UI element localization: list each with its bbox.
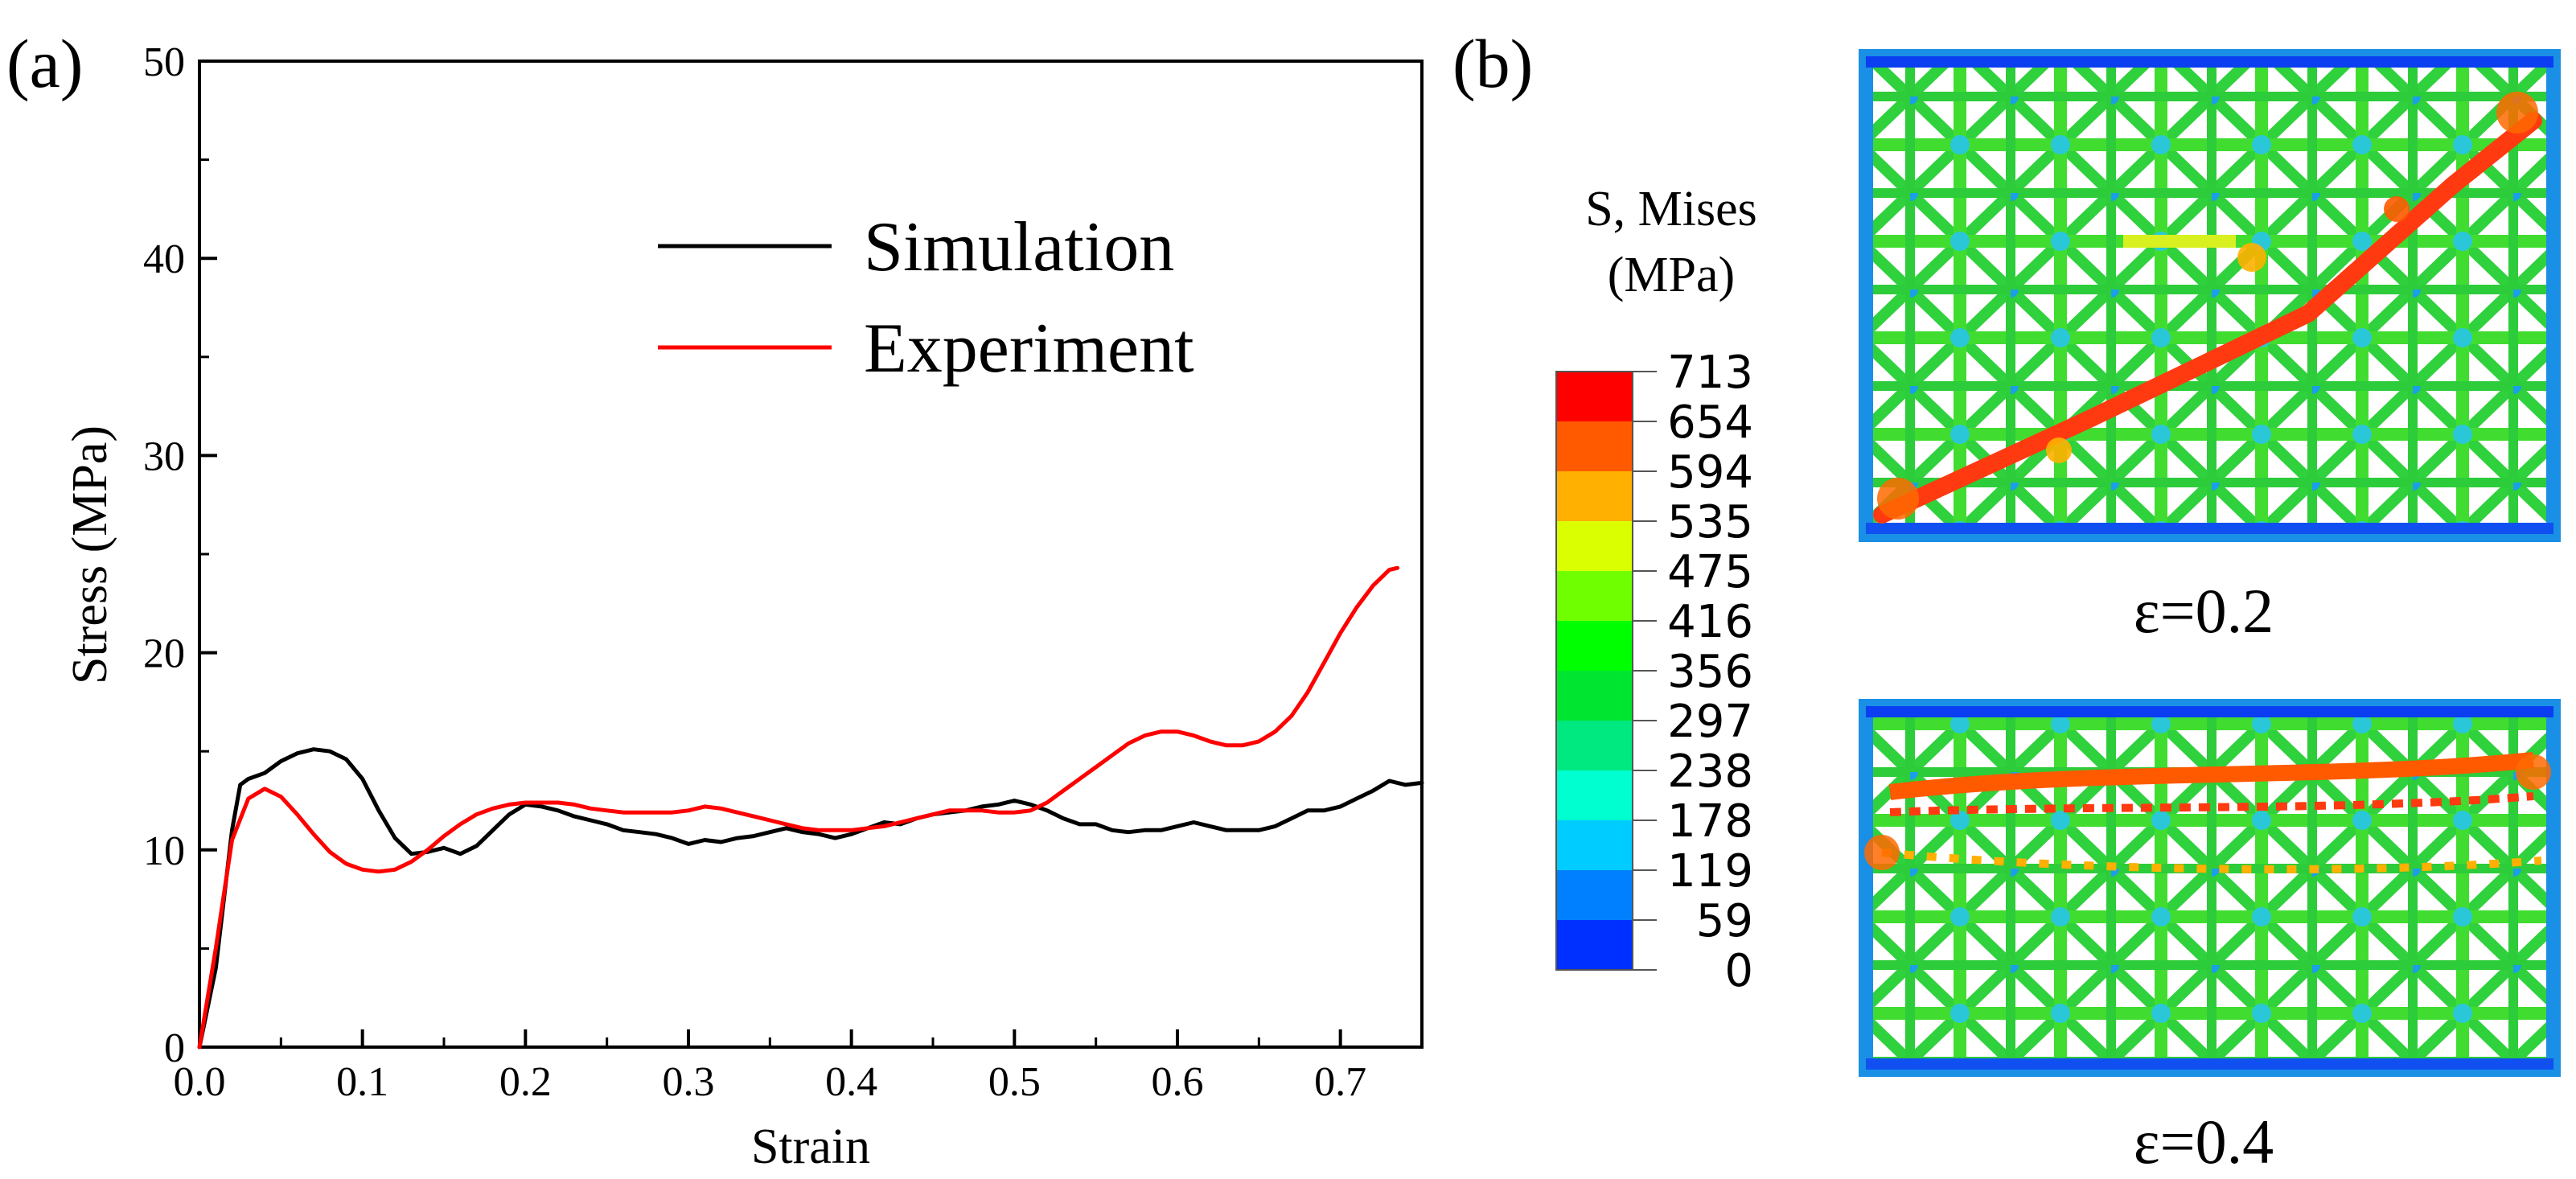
- x-axis-label: Strain: [751, 1119, 870, 1174]
- panel-b-label: (b): [1452, 25, 1533, 102]
- x-tick-label: 0.1: [336, 1059, 388, 1105]
- plot-frame: [198, 60, 1424, 1049]
- panel-a-label: (a): [6, 25, 83, 102]
- x-tick-label: 0.2: [499, 1059, 552, 1105]
- colorbar-label: 0: [1724, 945, 1753, 997]
- colorbar-segment: [1556, 671, 1633, 721]
- colorbar-label: 238: [1667, 746, 1753, 798]
- y-tick-label: 40: [143, 236, 185, 282]
- colorbar-segment: [1556, 372, 1633, 421]
- colorbar-title-line2: (MPa): [1608, 248, 1735, 302]
- y-tick-label: 10: [143, 828, 185, 874]
- legend: Simulation Experiment: [658, 208, 1194, 388]
- colorbar-segment: [1556, 471, 1633, 521]
- colorbar-segment: [1556, 820, 1633, 870]
- colorbar-label: 297: [1667, 696, 1753, 748]
- legend-label-simulation: Simulation: [864, 208, 1174, 286]
- y-tick-label: 50: [143, 39, 185, 85]
- colorbar-label: 178: [1667, 795, 1753, 848]
- colorbar-segment: [1556, 721, 1633, 770]
- y-tick-label: 30: [143, 433, 185, 479]
- x-tick-label: 0.3: [663, 1059, 715, 1105]
- colorbar-label: 713: [1667, 347, 1753, 399]
- colorbar-segment: [1556, 621, 1633, 671]
- x-tick-label: 0.6: [1152, 1059, 1204, 1105]
- x-axis-ticks: 0.0 0.1 0.2 0.3 0.4 0.5 0.6 0.7: [174, 1029, 1424, 1105]
- fe-contour-panel: (b) S, Mises (MPa) 713654594535475416356…: [1452, 25, 2561, 1177]
- y-tick-label: 20: [143, 631, 185, 677]
- colorbar-label: 654: [1667, 396, 1753, 449]
- x-tick-label: 0.5: [988, 1059, 1041, 1105]
- colorbar-segment: [1556, 920, 1633, 970]
- colorbar-title-line1: S, Mises: [1585, 182, 1757, 236]
- colorbar-label: 59: [1696, 895, 1753, 947]
- colorbar-label: 475: [1667, 546, 1753, 598]
- strain-caption-0-2: ε=0.2: [2134, 576, 2274, 646]
- colorbar-label: 416: [1667, 596, 1753, 648]
- colorbar-label: 594: [1667, 446, 1753, 499]
- x-tick-label: 0.0: [174, 1059, 226, 1105]
- lattice-image-strain-0-2: [1859, 49, 2561, 542]
- colorbar-label: 119: [1667, 845, 1753, 898]
- strain-caption-0-4: ε=0.4: [2134, 1107, 2274, 1177]
- colorbar-segment: [1556, 571, 1633, 621]
- y-tick-label: 0: [164, 1025, 185, 1071]
- series-layer: [197, 565, 1424, 1050]
- colorbar-segment: [1556, 421, 1633, 471]
- lattice-image-strain-0-4: [1859, 699, 2561, 1077]
- y-axis-ticks: 0 10 20 30 40 50: [143, 39, 217, 1071]
- colorbar-label: 535: [1667, 496, 1753, 548]
- colorbar-segment: [1556, 870, 1633, 920]
- series-line-simulation: [197, 747, 1424, 1050]
- stress-strain-chart: (a) 0.0 0.1 0.2 0.3 0.4 0.5 0.6 0.7 0 10 20 30 40 50…: [6, 25, 1424, 1174]
- colorbar-segment: [1556, 770, 1633, 820]
- colorbar-segment: [1556, 521, 1633, 571]
- y-axis-label: Stress (MPa): [63, 425, 117, 684]
- legend-label-experiment: Experiment: [864, 310, 1194, 388]
- colorbar-label: 356: [1667, 646, 1753, 698]
- series-line-experiment: [197, 565, 1400, 1050]
- x-tick-label: 0.4: [825, 1059, 877, 1105]
- x-tick-label: 0.7: [1314, 1059, 1366, 1105]
